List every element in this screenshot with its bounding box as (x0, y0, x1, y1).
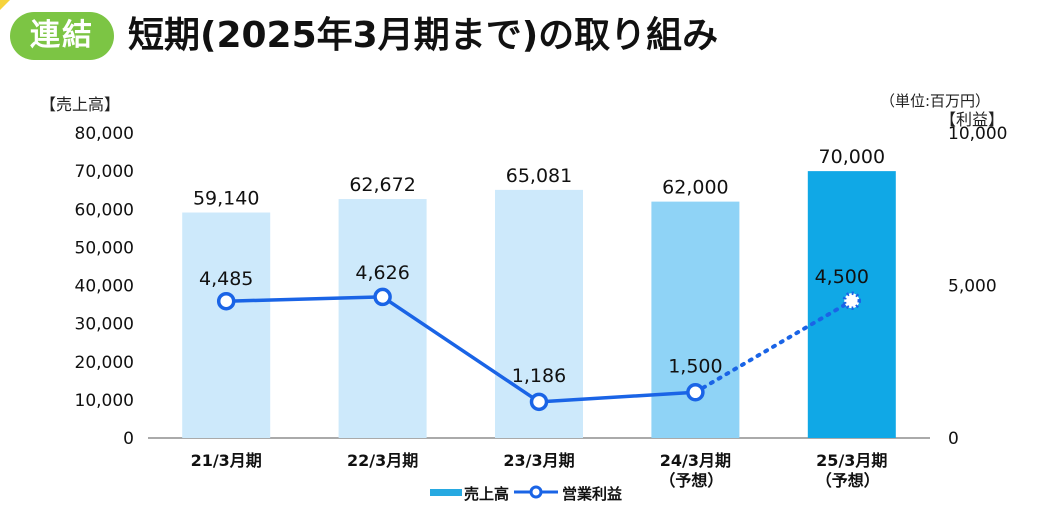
y-right-tick-label: 10,000 (948, 124, 1007, 144)
legend-sales-label: 売上高 (464, 485, 509, 503)
profit-marker (216, 291, 236, 311)
y-right-tick-label: 0 (948, 429, 959, 449)
profit-marker (373, 287, 392, 307)
x-category-label: 22/3月期 (347, 451, 418, 470)
unit-note: （単位:百万円） (880, 92, 991, 110)
profit-data-label: 4,485 (199, 268, 253, 290)
profit-data-label: 4,500 (815, 266, 869, 288)
y-left-tick-label: 20,000 (75, 353, 134, 373)
consolidated-badge: 連結 (10, 12, 114, 60)
profit-marker-forecast (842, 291, 862, 310)
sales-data-label: 62,000 (662, 177, 728, 199)
profit-marker (529, 392, 549, 412)
y-left-tick-label: 0 (123, 429, 134, 449)
page-title: 短期(2025年3月期まで)の取り組み (128, 15, 719, 56)
y-left-tick-label: 10,000 (75, 391, 134, 411)
sales-data-label: 59,140 (193, 188, 259, 210)
sales-data-label: 62,672 (349, 174, 415, 196)
profit-data-label: 4,626 (355, 262, 409, 284)
legend-profit-label: 営業利益 (562, 485, 622, 503)
legend-profit-marker (529, 485, 543, 499)
x-category-label: 23/3月期 (503, 451, 574, 470)
sales-data-label: 70,000 (819, 146, 885, 168)
y-left-tick-label: 80,000 (75, 124, 134, 144)
x-category-sublabel: （予想） (659, 471, 723, 490)
sales-data-label: 65,081 (506, 165, 572, 187)
profit-marker (686, 383, 705, 402)
x-category-sublabel: （予想） (816, 471, 880, 490)
y-right-tick-label: 5,000 (948, 277, 997, 297)
sales-bar (182, 212, 271, 438)
y-left-tick-label: 40,000 (75, 277, 134, 297)
profit-data-label: 1,186 (512, 365, 566, 387)
y-left-tick-label: 60,000 (75, 200, 134, 220)
profit-line-actual (226, 295, 696, 404)
y-left-tick-label: 70,000 (75, 162, 134, 182)
profit-data-label: 1,500 (668, 355, 722, 377)
x-category-label: 21/3月期 (191, 451, 262, 470)
x-category-label: 25/3月期 (816, 451, 887, 470)
y-left-tick-label: 30,000 (75, 315, 134, 335)
y-left-tick-label: 50,000 (75, 238, 134, 258)
legend-sales-swatch (430, 489, 462, 496)
sales-bar (651, 201, 740, 438)
corner-accent (0, 0, 10, 10)
x-category-label: 24/3月期 (660, 451, 731, 470)
profit-line-forecast (693, 298, 854, 395)
right-axis-label: 【利益】 (940, 110, 1005, 129)
left-axis-label: 【売上高】 (40, 95, 121, 114)
